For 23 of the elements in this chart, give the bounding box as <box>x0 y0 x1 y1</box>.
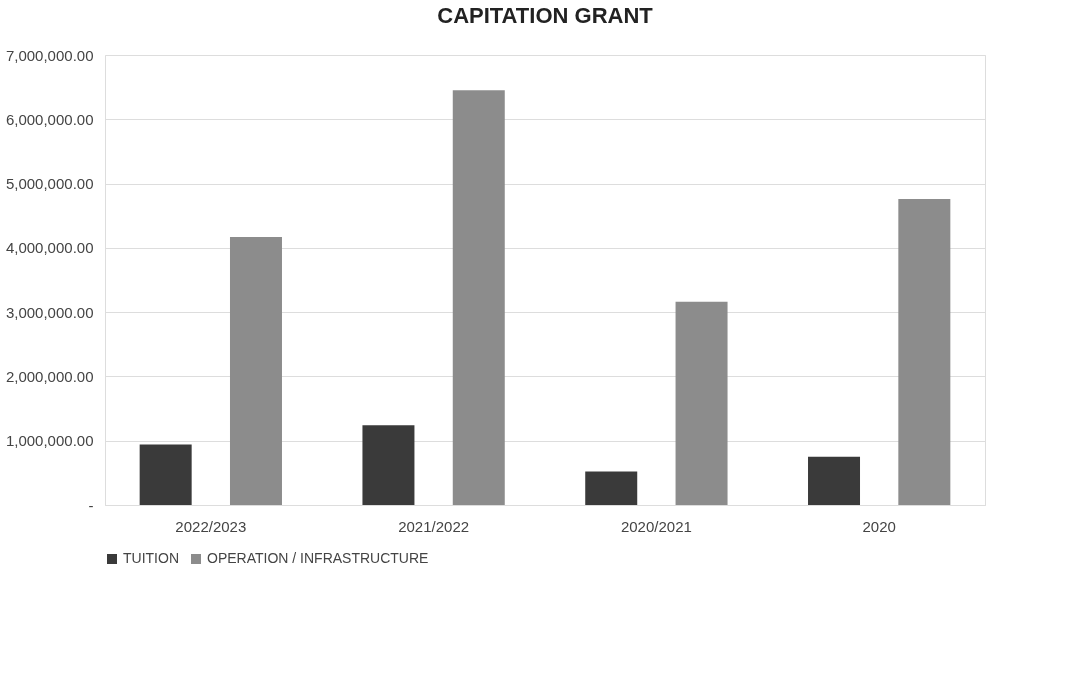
x-tick-label: 2022/2023 <box>175 517 247 535</box>
x-tick-label: 2021/2022 <box>398 517 470 535</box>
legend-label: TUITION <box>123 550 179 566</box>
y-tick-label: 3,000,000.00 <box>5 303 94 321</box>
y-tick-label: 4,000,000.00 <box>5 239 94 257</box>
y-tick-label: 5,000,000.00 <box>5 175 94 193</box>
y-tick-label: - <box>88 496 94 514</box>
bar <box>808 456 861 505</box>
bar <box>898 199 951 505</box>
bar <box>585 471 638 505</box>
bar <box>362 425 415 505</box>
y-tick-label: 7,000,000.00 <box>5 46 94 64</box>
y-tick-label: 6,000,000.00 <box>5 110 94 128</box>
x-tick-label: 2020/2021 <box>620 517 692 535</box>
bar <box>139 444 192 505</box>
bar <box>452 90 505 505</box>
y-tick-label: 1,000,000.00 <box>5 432 94 450</box>
y-tick-label: 2,000,000.00 <box>5 367 94 385</box>
chart-title: CAPITATION GRANT <box>437 3 654 28</box>
bar <box>675 301 728 505</box>
legend-label: OPERATION / INFRASTRUCTURE <box>207 550 429 566</box>
bar <box>229 236 282 505</box>
x-tick-label: 2020 <box>862 517 896 535</box>
